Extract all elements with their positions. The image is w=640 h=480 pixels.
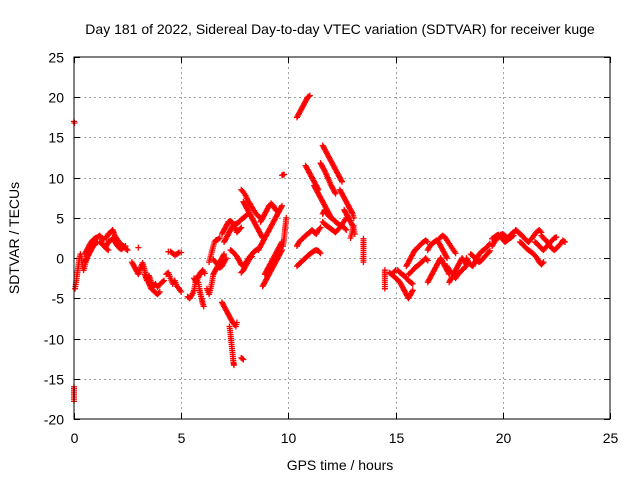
point-t16-hill bbox=[444, 255, 451, 262]
point-t2.8-cluster bbox=[155, 290, 162, 297]
point-t20.8-lower bbox=[539, 260, 546, 267]
chart-title: Day 181 of 2022, Sidereal Day-to-day VTE… bbox=[85, 21, 595, 37]
point-t10.4-rise bbox=[316, 225, 323, 232]
y-tick-label: 20 bbox=[48, 90, 64, 106]
y-tick-label: 25 bbox=[48, 50, 64, 66]
x-tick-label: 0 bbox=[71, 430, 79, 446]
point-t7.8-lower bbox=[248, 253, 255, 260]
point-t18.5-mid bbox=[485, 249, 492, 256]
data-points bbox=[71, 92, 568, 405]
x-tick-label: 25 bbox=[603, 430, 619, 446]
y-axis-label: SDTVAR / TECUs bbox=[6, 182, 22, 294]
point-t7-upper-b bbox=[237, 225, 244, 232]
grid bbox=[74, 57, 610, 419]
point-t19.5-band bbox=[510, 232, 517, 239]
plot-frame bbox=[73, 56, 611, 420]
point-t11.5-upper bbox=[332, 190, 339, 197]
point-t6.3-upper bbox=[216, 235, 223, 241]
point-t11.5-upper bbox=[331, 189, 338, 196]
point-t16-hill bbox=[443, 253, 450, 260]
point-t11.6-top bbox=[339, 178, 345, 185]
y-tick-label: -15 bbox=[44, 372, 64, 388]
point-t12.9-low bbox=[350, 222, 357, 229]
point-t17.5-low bbox=[463, 263, 470, 270]
point-t15.5-rise bbox=[424, 239, 431, 246]
point-t10.4-low bbox=[317, 250, 324, 257]
point-t8.7-ridge bbox=[274, 208, 281, 215]
point-t3.3-cluster-b bbox=[161, 277, 168, 284]
point-t12.5-tail bbox=[349, 209, 356, 216]
point-t4.5-hump bbox=[174, 250, 181, 257]
point-t1.5-low bbox=[121, 243, 128, 250]
point-t14.9-band bbox=[409, 280, 416, 287]
point-t4.3-cluster bbox=[178, 288, 185, 295]
y-tick-label: -20 bbox=[44, 412, 64, 428]
point-t8.6-rise bbox=[278, 204, 285, 211]
point-t7.3-deep bbox=[230, 362, 237, 369]
point-t17.5-low bbox=[462, 263, 469, 270]
y-tick-label: 5 bbox=[56, 211, 64, 227]
point-t7.8-lower bbox=[247, 254, 254, 261]
point-t8-low bbox=[239, 355, 246, 362]
point-t5.8-drop bbox=[200, 303, 207, 310]
point-t1.5-low bbox=[122, 243, 129, 250]
point-t20.6-top bbox=[537, 228, 544, 235]
point-t14.7-run bbox=[409, 287, 416, 294]
point-t21.8-end bbox=[560, 238, 567, 245]
point-t6.3-upper bbox=[215, 235, 222, 242]
point-t11.6-top bbox=[338, 177, 345, 184]
point-t6.5-tail bbox=[220, 252, 227, 259]
point-t8-low bbox=[240, 356, 247, 363]
point-t4.5-hump bbox=[178, 249, 185, 256]
point-t10.5-top bbox=[306, 92, 313, 99]
point-t14.9-band bbox=[408, 280, 415, 287]
x-axis-label: GPS time / hours bbox=[287, 457, 394, 473]
point-t21.8-end bbox=[561, 239, 568, 246]
point-t10.4-low bbox=[316, 249, 323, 256]
point-t15.5-rise bbox=[423, 238, 430, 245]
point-t9.8-column bbox=[283, 214, 290, 221]
point-t9.7-spike bbox=[281, 171, 288, 178]
point-t10.5-top bbox=[305, 93, 312, 100]
y-tick-label: -5 bbox=[52, 291, 65, 307]
point-t14.5-start bbox=[381, 285, 388, 292]
y-tick-label: 0 bbox=[56, 251, 64, 267]
point-t10.4-rise bbox=[317, 224, 324, 231]
point-t15.6-mid bbox=[424, 257, 431, 264]
point-t7-drop bbox=[233, 319, 240, 326]
point-t13.5-column bbox=[360, 259, 367, 266]
point-t20.8-lower bbox=[540, 259, 547, 266]
x-tick-label: 15 bbox=[389, 430, 405, 446]
point-t1.5-peak bbox=[124, 247, 131, 254]
point-t3-single bbox=[135, 244, 142, 251]
x-tick-label: 20 bbox=[496, 430, 512, 446]
y-tick-label: 15 bbox=[48, 130, 64, 146]
point-t14.7-run bbox=[409, 288, 416, 295]
point-t8.6-rise bbox=[278, 202, 285, 209]
point-t12.5-tail bbox=[350, 214, 357, 221]
y-tick-label: -10 bbox=[44, 332, 64, 348]
point-t11.6-mid-a bbox=[343, 226, 350, 233]
point-t0.5-band-a bbox=[99, 235, 106, 242]
point-t3.3-cluster-b bbox=[159, 278, 166, 285]
point-t11.6-mid-a bbox=[342, 225, 349, 232]
x-tick-label: 10 bbox=[281, 430, 297, 446]
point-t6.5-tail bbox=[221, 251, 228, 258]
point-t5.6-mid bbox=[201, 270, 208, 277]
point-t21.5-mid bbox=[553, 234, 560, 241]
y-tick-label: 10 bbox=[48, 171, 64, 187]
point-t15.6-mid bbox=[423, 256, 430, 263]
point-t8.7-ridge bbox=[273, 207, 280, 214]
tick-labels: 0 5 10 15 20 25 -20 -15 -10 -5 0 5 10 15 20 25 bbox=[44, 50, 619, 447]
x-tick-label: 5 bbox=[178, 430, 186, 446]
point-t19.5-band bbox=[509, 233, 516, 240]
point-t2.8-cluster bbox=[156, 288, 163, 295]
point-t17-upper bbox=[452, 250, 459, 257]
point-t18.5-mid bbox=[486, 247, 493, 254]
point-t7-upper-b bbox=[238, 224, 245, 231]
point-t0.5-band-b bbox=[105, 247, 112, 254]
